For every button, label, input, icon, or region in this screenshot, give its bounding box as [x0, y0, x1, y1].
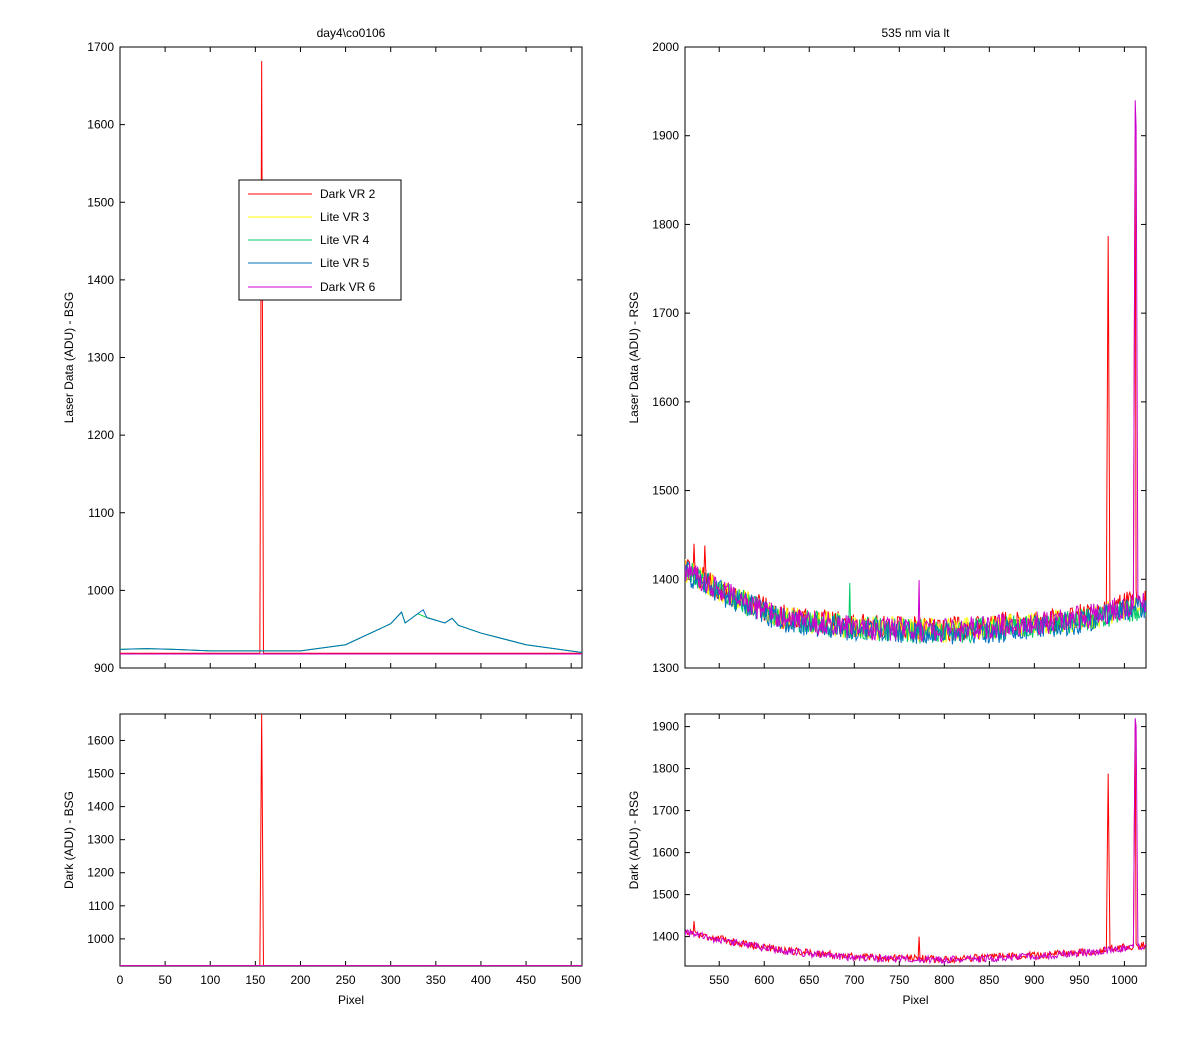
legend-label-dark-vr-2: Dark VR 2	[320, 187, 376, 201]
series-line-lite-vr-4	[685, 563, 1146, 644]
x-axis-label: Pixel	[902, 993, 928, 1007]
x-axis-label: Pixel	[338, 993, 364, 1007]
panel-laser-rsg: 535 nm via lt Laser Data (ADU) - RSG 130…	[627, 26, 1147, 675]
y-tick-label: 1100	[88, 506, 114, 520]
panel-dark-bsg: Dark (ADU) - BSG Pixel 0 50 100 150 200 250 30…	[62, 713, 583, 1007]
y-tick-label: 1400	[87, 800, 114, 814]
tick-group: 550 600 650 700 750 800 850 900 950 1000 1400 1500 1…	[652, 714, 1146, 987]
y-tick-label: 1800	[652, 217, 679, 231]
y-tick-label: 1100	[88, 899, 114, 913]
plot-area	[685, 100, 1146, 645]
plot-area	[120, 714, 582, 966]
tick-group: 1300 1400 1500 1600 1700 1800 1900 2000	[652, 40, 1146, 675]
x-tick-label: 200	[290, 973, 310, 987]
legend-label-lite-vr-3: Lite VR 3	[320, 210, 370, 224]
y-tick-label: 1600	[87, 118, 114, 132]
y-tick-label: 1200	[87, 866, 114, 880]
y-axis-label: Dark (ADU) - RSG	[627, 791, 641, 890]
plot-area	[120, 60, 582, 655]
x-tick-label: 250	[336, 973, 356, 987]
x-tick-label: 950	[1069, 973, 1089, 987]
x-tick-label: 700	[844, 973, 864, 987]
x-tick-label: 650	[799, 973, 819, 987]
x-tick-label: 400	[471, 973, 491, 987]
y-tick-label: 1700	[87, 40, 114, 54]
legend-label-lite-vr-4: Lite VR 4	[320, 233, 370, 247]
axes-frame	[684, 46, 1147, 669]
y-tick-label: 1400	[652, 930, 679, 944]
y-tick-label: 1000	[87, 583, 114, 597]
x-tick-label: 1000	[1111, 973, 1138, 987]
tick-group: 900 1000 1100 1200 1300 1400 1500 1600 1700	[87, 40, 582, 675]
panel-dark-rsg: Dark (ADU) - RSG Pixel 550 600 650 700 750 80…	[627, 713, 1147, 1007]
y-axis-label: Laser Data (ADU) - RSG	[627, 291, 641, 423]
y-tick-label: 1600	[87, 733, 114, 747]
y-tick-label: 1700	[652, 306, 679, 320]
x-tick-label: 100	[200, 973, 220, 987]
x-tick-label: 0	[117, 973, 124, 987]
y-tick-label: 1500	[652, 888, 679, 902]
legend-label-dark-vr-6: Dark VR 6	[320, 280, 376, 294]
series-line-dark-vr-6	[685, 100, 1146, 643]
y-tick-label: 1400	[87, 273, 114, 287]
x-tick-label: 150	[245, 973, 265, 987]
x-tick-label: 850	[979, 973, 999, 987]
y-tick-label: 1600	[652, 395, 679, 409]
plot-area	[685, 718, 1146, 965]
axes-frame	[684, 713, 1147, 967]
y-tick-label: 1300	[652, 661, 679, 675]
y-tick-label: 1600	[652, 846, 679, 860]
legend: Dark VR 2 Lite VR 3 Lite VR 4 Lite VR 5 …	[238, 179, 402, 301]
x-tick-label: 550	[709, 973, 729, 987]
y-tick-label: 1900	[652, 129, 679, 143]
legend-label-lite-vr-5: Lite VR 5	[320, 256, 370, 270]
axes-frame	[119, 713, 583, 967]
x-tick-label: 300	[381, 973, 401, 987]
series-line-lite-vr-5	[120, 609, 582, 653]
x-tick-label: 900	[1024, 973, 1044, 987]
y-tick-label: 900	[94, 661, 114, 675]
x-tick-label: 800	[934, 973, 954, 987]
chart-title: day4\co0106	[317, 26, 386, 40]
x-tick-label: 750	[889, 973, 909, 987]
y-tick-label: 1300	[87, 833, 114, 847]
y-tick-label: 1500	[87, 195, 114, 209]
y-tick-label: 1800	[652, 762, 679, 776]
x-tick-label: 450	[516, 973, 536, 987]
y-tick-label: 2000	[652, 40, 679, 54]
x-tick-label: 500	[561, 973, 581, 987]
x-tick-label: 600	[754, 973, 774, 987]
x-tick-label: 350	[426, 973, 446, 987]
y-tick-label: 1500	[87, 767, 114, 781]
chart-title: 535 nm via lt	[881, 26, 950, 40]
y-tick-label: 1200	[87, 428, 114, 442]
tick-group: 0 50 100 150 200 250 300 350 400 450 500 1000 1100 12…	[87, 714, 582, 987]
y-axis-label: Laser Data (ADU) - BSG	[62, 292, 76, 423]
axes-frame	[119, 46, 583, 669]
y-tick-label: 1900	[652, 720, 679, 734]
series-line-dark-vr-6	[685, 718, 1146, 965]
y-axis-label: Dark (ADU) - BSG	[62, 791, 76, 889]
y-tick-label: 1400	[652, 572, 679, 586]
y-tick-label: 1500	[652, 484, 679, 498]
x-tick-label: 50	[158, 973, 172, 987]
y-tick-label: 1700	[652, 804, 679, 818]
panel-laser-bsg: day4\co0106 Laser Data (ADU) - BSG 900 10…	[62, 26, 583, 675]
y-tick-label: 1000	[87, 932, 114, 946]
y-tick-label: 1300	[87, 351, 114, 365]
